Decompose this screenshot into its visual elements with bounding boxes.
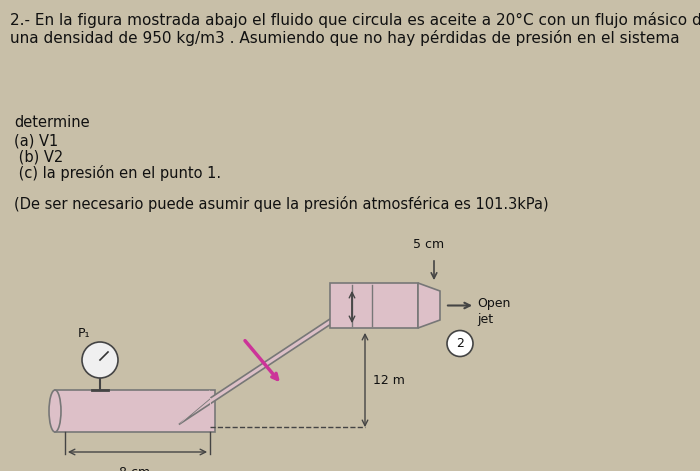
- Circle shape: [82, 342, 118, 378]
- Text: una densidad de 950 kg/m3 . Asumiendo que no hay pérdidas de presión en el siste: una densidad de 950 kg/m3 . Asumiendo qu…: [10, 30, 680, 46]
- Text: (b) V2: (b) V2: [14, 149, 63, 164]
- Text: 5 cm: 5 cm: [414, 238, 444, 251]
- Text: (a) V1: (a) V1: [14, 133, 58, 148]
- Text: 12 m: 12 m: [373, 374, 405, 387]
- Ellipse shape: [49, 390, 61, 432]
- Polygon shape: [179, 289, 376, 424]
- Text: 2: 2: [456, 337, 464, 350]
- Text: determine: determine: [14, 115, 90, 130]
- Text: 8 cm: 8 cm: [120, 466, 150, 471]
- Text: (c) la presión en el punto 1.: (c) la presión en el punto 1.: [14, 165, 221, 181]
- Text: Open
jet: Open jet: [477, 298, 510, 325]
- Text: P₁: P₁: [78, 327, 90, 340]
- Bar: [330, 283, 418, 328]
- Bar: [55, 390, 215, 432]
- Circle shape: [447, 331, 473, 357]
- Polygon shape: [330, 283, 376, 328]
- Polygon shape: [418, 283, 440, 328]
- Text: 2.- En la figura mostrada abajo el fluido que circula es aceite a 20°C con un fl: 2.- En la figura mostrada abajo el fluid…: [10, 12, 700, 28]
- Text: (De ser necesario puede asumir que la presión atmosférica es 101.3kPa): (De ser necesario puede asumir que la pr…: [14, 196, 549, 212]
- Polygon shape: [179, 390, 211, 432]
